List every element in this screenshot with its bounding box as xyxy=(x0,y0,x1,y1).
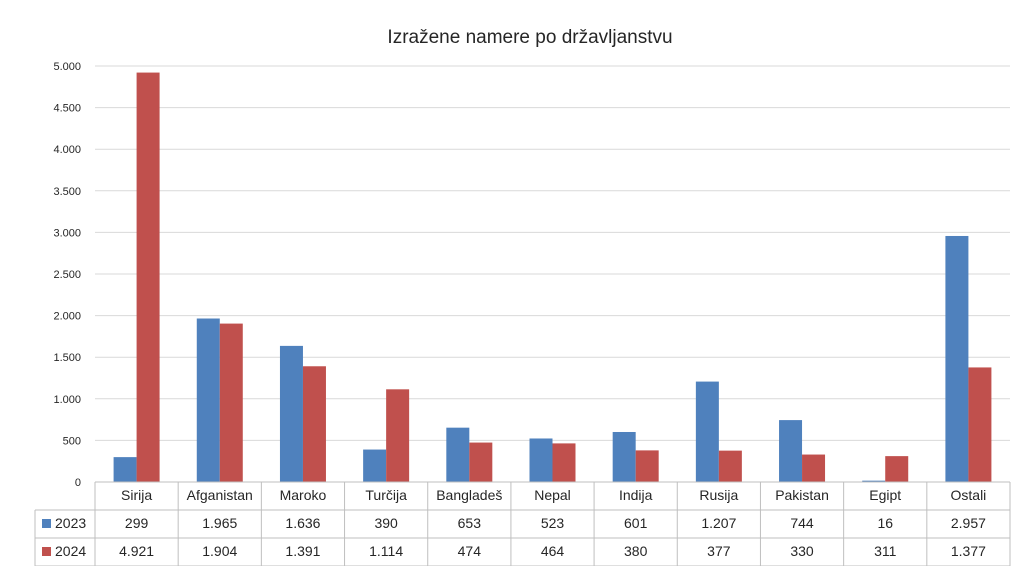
data-label: 653 xyxy=(458,515,482,531)
data-label: 474 xyxy=(458,543,482,559)
data-label: 1.114 xyxy=(369,543,403,559)
x-tick-label: Rusija xyxy=(699,487,738,503)
data-label: 330 xyxy=(790,543,814,559)
data-label: 377 xyxy=(707,543,731,559)
y-tick-label: 4.000 xyxy=(53,144,81,156)
y-tick-label: 2.000 xyxy=(53,311,81,323)
bar-2024-afganistan xyxy=(219,323,243,482)
bar-2024-rusija xyxy=(718,450,742,482)
bar-2024-pakistan xyxy=(802,454,826,482)
bars xyxy=(113,72,992,482)
y-tick-label: 4.500 xyxy=(53,103,81,115)
x-tick-label: Ostali xyxy=(951,487,987,503)
x-tick-label: Sirija xyxy=(121,487,152,503)
legend-label-2023: 2023 xyxy=(55,515,86,531)
legend-swatch-2023 xyxy=(42,519,51,528)
data-label: 299 xyxy=(125,515,149,531)
x-tick-label: Egipt xyxy=(869,487,901,503)
x-tick-label: Bangladeš xyxy=(436,487,502,503)
y-tick-label: 3.500 xyxy=(53,186,81,198)
x-tick-label: Maroko xyxy=(280,487,327,503)
data-label: 2.957 xyxy=(951,515,986,531)
bar-2024-nepal xyxy=(552,443,576,482)
bar-2023-maroko xyxy=(279,345,303,482)
x-tick-label: Nepal xyxy=(534,487,571,503)
data-label: 464 xyxy=(541,543,565,559)
bar-2023-afganistan xyxy=(196,318,220,482)
data-label: 744 xyxy=(790,515,814,531)
bar-2024-turčija xyxy=(386,389,410,482)
data-label: 1.377 xyxy=(951,543,986,559)
bar-2023-nepal xyxy=(529,438,553,482)
bar-2023-egipt xyxy=(862,480,886,482)
bar-2024-egipt xyxy=(885,456,909,482)
bar-2023-ostali xyxy=(945,235,969,482)
data-label: 380 xyxy=(624,543,648,559)
x-tick-label: Pakistan xyxy=(775,487,829,503)
data-label: 311 xyxy=(874,543,897,559)
x-tick-label: Turčija xyxy=(365,487,407,503)
bar-2024-maroko xyxy=(302,366,326,482)
gridlines xyxy=(95,65,1010,441)
bar-2023-turčija xyxy=(363,449,387,482)
data-label: 1.391 xyxy=(285,543,320,559)
legend-swatch-2024 xyxy=(42,547,51,556)
chart-title: Izražene namere po državljanstvu xyxy=(387,27,672,48)
y-tick-label: 500 xyxy=(63,435,81,447)
bar-2024-sirija xyxy=(136,72,160,482)
bar-2023-rusija xyxy=(695,381,719,482)
y-tick-label: 0 xyxy=(75,477,81,489)
bar-2024-bangladeš xyxy=(469,442,493,482)
data-label: 16 xyxy=(877,515,893,531)
bar-2023-indija xyxy=(612,431,636,482)
y-tick-label: 1.500 xyxy=(53,352,81,364)
bar-2024-indija xyxy=(635,450,659,482)
y-axis: 0 500 1.000 1.500 2.000 2.500 3.000 3.500 4.000 4… xyxy=(53,61,81,489)
data-table: Sirija Afganistan Maroko Turčija Bangladeš Ne… xyxy=(34,481,1011,566)
y-tick-label: 1.000 xyxy=(53,394,81,406)
data-label: 523 xyxy=(541,515,565,531)
bar-2023-pakistan xyxy=(779,420,803,482)
data-label: 601 xyxy=(624,515,648,531)
x-tick-label: Indija xyxy=(619,487,653,503)
data-label: 1.207 xyxy=(701,515,736,531)
y-tick-label: 2.500 xyxy=(53,269,81,281)
bar-2023-sirija xyxy=(113,457,137,482)
data-label: 1.904 xyxy=(202,543,237,559)
data-label: 4.921 xyxy=(119,543,154,559)
y-tick-label: 3.000 xyxy=(53,227,81,239)
y-tick-label: 5.000 xyxy=(53,61,81,73)
bar-2023-bangladeš xyxy=(446,427,470,482)
legend-label-2024: 2024 xyxy=(55,543,86,559)
data-label: 1.965 xyxy=(202,515,237,531)
data-label: 1.636 xyxy=(285,515,320,531)
data-label: 390 xyxy=(374,515,398,531)
bar-2024-ostali xyxy=(968,367,992,482)
x-tick-label: Afganistan xyxy=(187,487,253,503)
